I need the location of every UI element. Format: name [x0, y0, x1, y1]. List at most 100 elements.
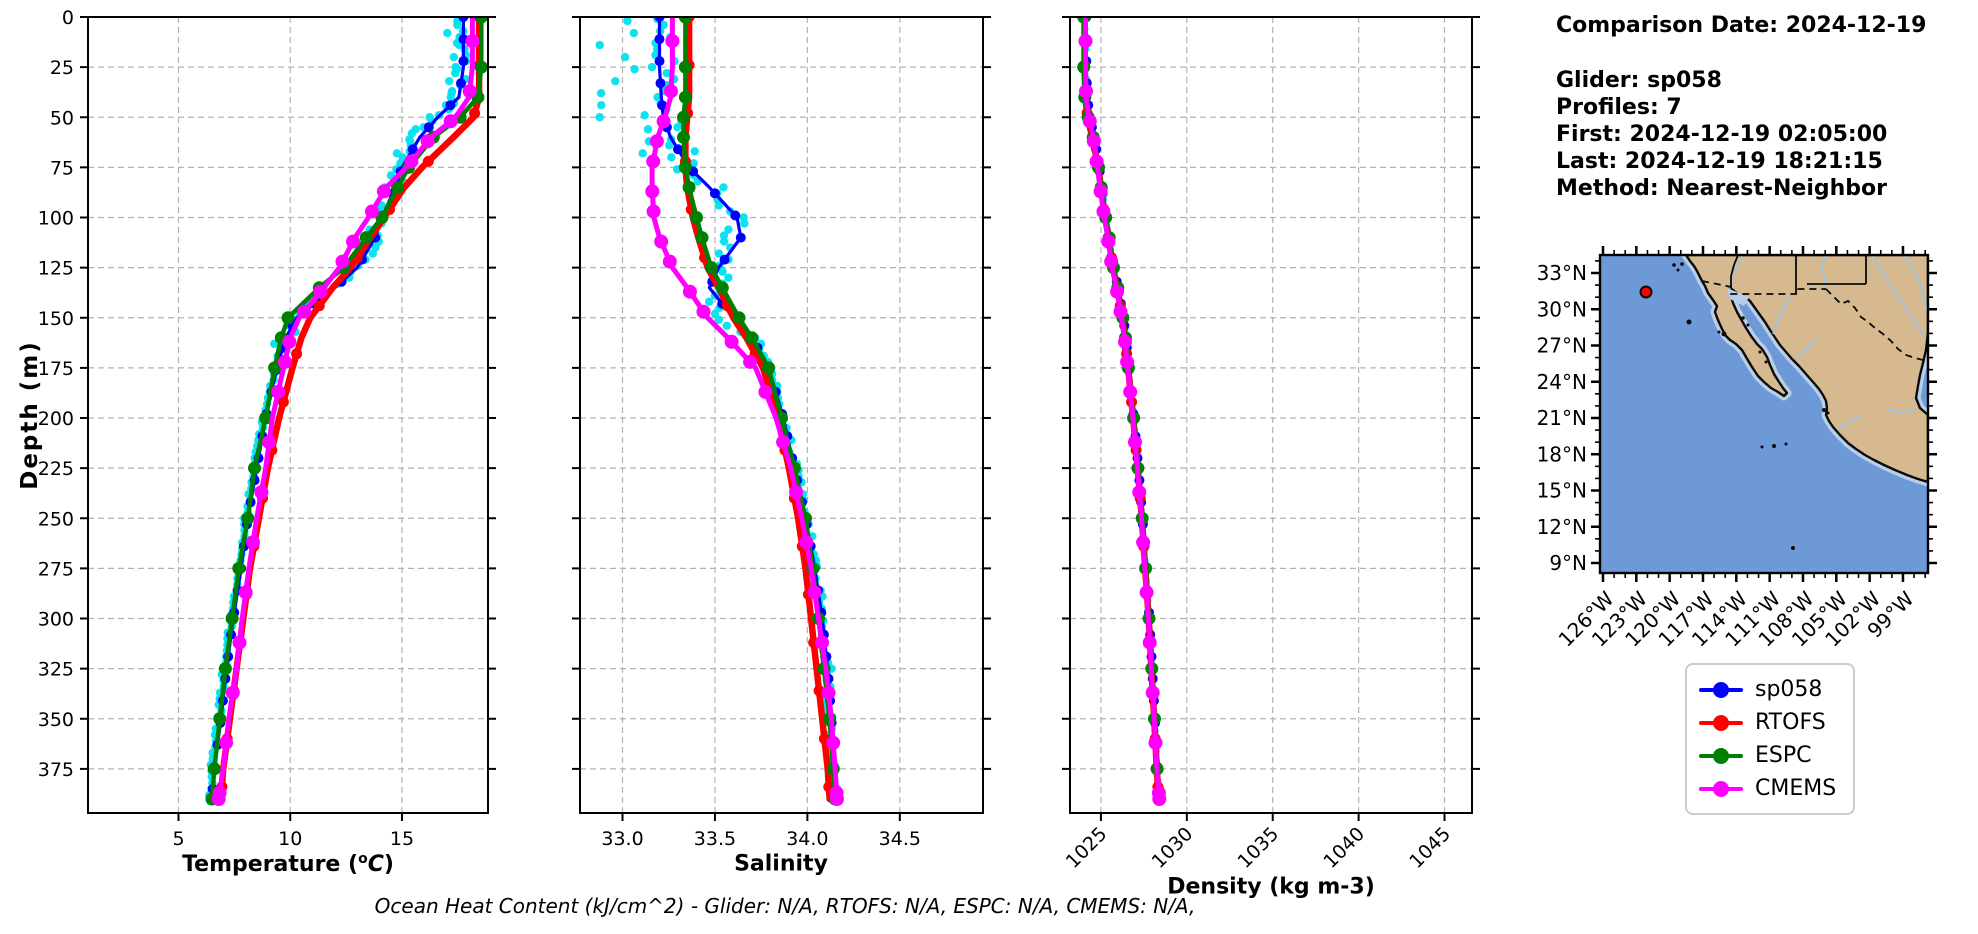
- legend-label-espc: ESPC: [1755, 743, 1812, 768]
- x-tick-label: 1025: [1062, 823, 1112, 873]
- x-axis-label-density: Density (kg m-3): [1167, 874, 1375, 900]
- salinity-markers-CMEMS: [645, 34, 844, 806]
- y-tick-label: 225: [38, 458, 74, 480]
- map-lat-label: 15°N: [1537, 479, 1587, 503]
- y-tick-label: 300: [38, 609, 74, 631]
- plot-salinity: 33.0 33.5 34.0 34.5: [572, 16, 991, 850]
- map-tick-labels: 33°N30°N27°N24°N21°N18°N15°N12°N9°N126°W…: [1537, 261, 1919, 652]
- legend-label-cmems: CMEMS: [1755, 776, 1837, 801]
- plot-temperature: 5 10 1502550751001251501752002252502753003…: [38, 7, 496, 850]
- temperature-data: [205, 17, 488, 806]
- y-tick-label: 275: [38, 558, 74, 580]
- salinity-markers-RTOFS: [679, 17, 835, 793]
- legend-line-sp058: [1699, 681, 1743, 698]
- legend-item-cmems: CMEMS: [1699, 772, 1841, 805]
- map-lat-label: 9°N: [1549, 551, 1587, 575]
- salinity-series-CMEMS: [649, 17, 840, 802]
- map-lat-label: 30°N: [1537, 297, 1587, 321]
- temperature-series-sp058: [210, 17, 465, 801]
- last-profile-time: Last: 2024-12-19 18:21:15: [1556, 149, 1883, 174]
- profiles-count: Profiles: 7: [1556, 95, 1682, 120]
- plot-density: 1025 1030 1035 1040 1045: [1062, 16, 1480, 873]
- salinity-frame: [579, 16, 984, 814]
- y-tick-label: 150: [38, 308, 74, 330]
- temperature-ticks: [80, 16, 496, 821]
- density-tick-labels: 1025 1030 1035 1040 1045: [1062, 823, 1455, 873]
- salinity-raw-scatter: [595, 17, 843, 806]
- info-panel: Comparison Date: 2024-12-19 Glider: sp05…: [1556, 12, 1926, 202]
- y-tick-label: 325: [38, 659, 74, 681]
- plots-layer: 5 10 1502550751001251501752002252502753003…: [38, 7, 1480, 873]
- temp-label-suffix: ): [383, 852, 394, 878]
- y-tick-label: 200: [38, 408, 74, 430]
- temp-label-prefix: Temperature (: [182, 852, 359, 878]
- map-shallow-gulf-head: [1727, 288, 1749, 306]
- legend-dot-cmems: [1713, 780, 1729, 797]
- y-tick-label: 0: [62, 7, 74, 29]
- legend-dot-espc: [1713, 747, 1729, 764]
- y-tick-label: 50: [50, 107, 74, 129]
- map-lat-label: 18°N: [1537, 442, 1587, 466]
- temperature-markers-sp058: [207, 17, 469, 794]
- x-tick-label: 34.0: [786, 828, 828, 850]
- density-ticks: [1062, 16, 1480, 821]
- glider-location-marker: [1639, 285, 1653, 299]
- x-axis-label-temperature: Temperature (oC): [182, 851, 394, 877]
- map-frame: [1598, 253, 1930, 575]
- legend-line-rtofs: [1699, 714, 1743, 731]
- temperature-series-CMEMS: [216, 17, 475, 802]
- map: 33°N30°N27°N24°N21°N18°N15°N12°N9°N126°W…: [1537, 246, 1937, 652]
- density-gridlines: [1070, 17, 1472, 813]
- temperature-frame: [87, 16, 489, 814]
- first-profile-time: First: 2024-12-19 02:05:00: [1556, 122, 1888, 147]
- x-tick-label: 1035: [1234, 823, 1284, 873]
- salinity-tick-labels: 33.0 33.5 34.0 34.5: [601, 828, 921, 850]
- y-tick-label: 175: [38, 358, 74, 380]
- legend-item-sp058: sp058: [1699, 673, 1841, 706]
- legend-line-espc: [1699, 747, 1743, 764]
- map-rivers: [1729, 255, 1928, 430]
- x-tick-label: 1040: [1319, 823, 1369, 873]
- x-tick-label: 33.0: [601, 828, 643, 850]
- map-lat-label: 24°N: [1537, 370, 1587, 394]
- salinity-series-ESPC: [681, 17, 838, 802]
- map-lat-label: 12°N: [1537, 515, 1587, 539]
- legend: sp058 RTOFS ESPC CMEMS: [1685, 663, 1855, 815]
- y-tick-label: 375: [38, 759, 74, 781]
- x-tick-label: 15: [390, 828, 414, 850]
- glider-name: Glider: sp058: [1556, 68, 1722, 93]
- map-ticks: [1591, 246, 1937, 582]
- temp-label-unit: C: [367, 852, 384, 878]
- x-tick-label: 33.5: [694, 828, 736, 850]
- y-tick-label: 125: [38, 258, 74, 280]
- density-markers-CMEMS: [1078, 34, 1167, 806]
- y-tick-label: 350: [38, 709, 74, 731]
- temperature-series-ESPC: [209, 17, 484, 802]
- temp-label-sup: o: [358, 850, 368, 867]
- salinity-ticks: [572, 16, 991, 821]
- map-international-border: [1701, 280, 1924, 361]
- salinity-data: [595, 17, 844, 806]
- temperature-markers-CMEMS: [211, 34, 480, 806]
- map-lat-label: 27°N: [1537, 334, 1587, 358]
- method: Method: Nearest-Neighbor: [1556, 176, 1887, 201]
- map-lat-label: 21°N: [1537, 406, 1587, 430]
- x-tick-label: 1030: [1148, 823, 1198, 873]
- comparison-date: Comparison Date: 2024-12-19: [1556, 13, 1927, 38]
- info-gap: [1556, 39, 1926, 67]
- y-tick-label: 250: [38, 508, 74, 530]
- x-tick-label: 10: [278, 828, 302, 850]
- legend-line-cmems: [1699, 780, 1743, 797]
- x-tick-label: 1045: [1405, 823, 1455, 873]
- density-frame: [1069, 16, 1473, 814]
- y-axis-label: Depth (m): [17, 340, 43, 490]
- y-tick-label: 25: [50, 57, 74, 79]
- y-tick-label: 75: [50, 157, 74, 179]
- map-islands: [1672, 262, 1830, 550]
- legend-dot-sp058: [1713, 681, 1729, 698]
- legend-dot-rtofs: [1713, 714, 1729, 731]
- legend-item-rtofs: RTOFS: [1699, 706, 1841, 739]
- legend-label-sp058: sp058: [1755, 677, 1823, 702]
